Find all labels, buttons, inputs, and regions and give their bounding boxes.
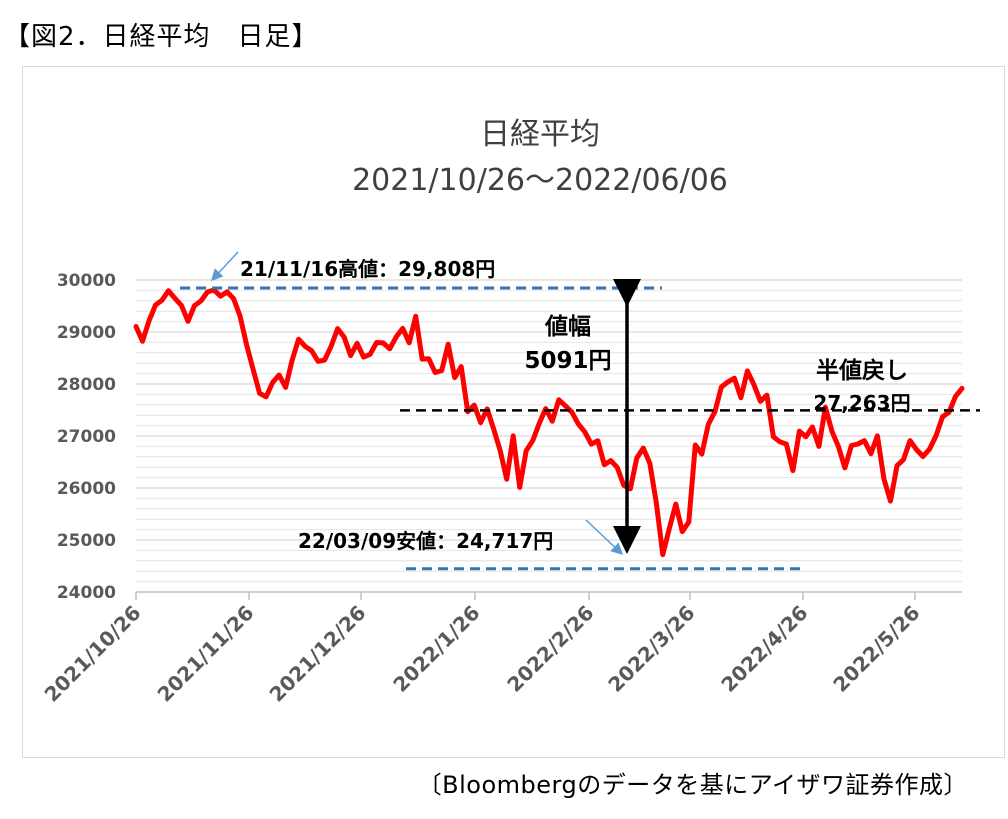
y-axis-ticks: 24000 25000 26000 27000 28000 29000 30000 <box>57 271 116 603</box>
x-tick-label: 2021/12/26 <box>265 601 371 707</box>
y-tick-label: 25000 <box>57 531 116 551</box>
x-tick-label: 2022/2/26 <box>502 601 598 697</box>
low-label: 22/03/09安値：24,717円 <box>298 529 553 553</box>
y-tick-label: 24000 <box>57 583 116 603</box>
x-tick-label: 2021/11/26 <box>153 601 259 707</box>
low-pointer-arrow <box>585 519 624 556</box>
chart-frame <box>22 66 1005 758</box>
y-tick-label: 29000 <box>57 323 116 343</box>
range-label: 値幅 <box>544 314 591 340</box>
figure-label: 【図2．日経平均 日足】 <box>4 22 319 52</box>
y-tick-label: 30000 <box>57 271 116 291</box>
gridlines <box>136 279 962 593</box>
high-label: 21/11/16高値：29,808円 <box>240 257 495 281</box>
chart-title: 日経平均 <box>480 117 600 152</box>
series-layer <box>133 287 965 558</box>
half-value-label: 27,263円 <box>813 391 910 415</box>
source-note: 〔Bloombergのデータを基にアイザワ証券作成〕 <box>417 771 968 799</box>
x-tick-label: 2022/4/26 <box>716 601 812 697</box>
annotation-layer: 21/11/16高値：29,808円 22/03/09安値：24,717円 値幅… <box>180 251 980 571</box>
x-tick-label: 2022/1/26 <box>388 601 484 697</box>
y-tick-label: 27000 <box>57 427 116 447</box>
half-label: 半値戻し <box>816 358 908 384</box>
series-line <box>133 287 965 558</box>
x-axis-ticks: 2021/10/26 2021/11/26 2021/12/26 2022/1/26 2… <box>40 592 925 707</box>
high-pointer-arrow <box>210 251 239 282</box>
x-tick-label: 2022/5/26 <box>828 601 924 697</box>
x-tick-label: 2022/3/26 <box>603 601 699 697</box>
chart-subtitle: 2021/10/26～2022/06/06 <box>352 163 728 198</box>
x-tick-label: 2021/10/26 <box>40 601 146 707</box>
range-value-label: 5091円 <box>524 348 611 374</box>
y-tick-label: 28000 <box>57 375 116 395</box>
y-tick-label: 26000 <box>57 479 116 499</box>
